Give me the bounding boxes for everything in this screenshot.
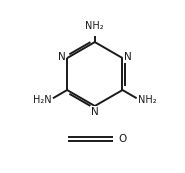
Text: N: N — [91, 107, 99, 117]
Text: O: O — [119, 134, 127, 144]
Text: N: N — [58, 52, 65, 62]
Text: NH₂: NH₂ — [85, 21, 104, 31]
Text: H₂N: H₂N — [33, 95, 52, 105]
Text: N: N — [124, 52, 132, 62]
Text: NH₂: NH₂ — [138, 95, 157, 105]
